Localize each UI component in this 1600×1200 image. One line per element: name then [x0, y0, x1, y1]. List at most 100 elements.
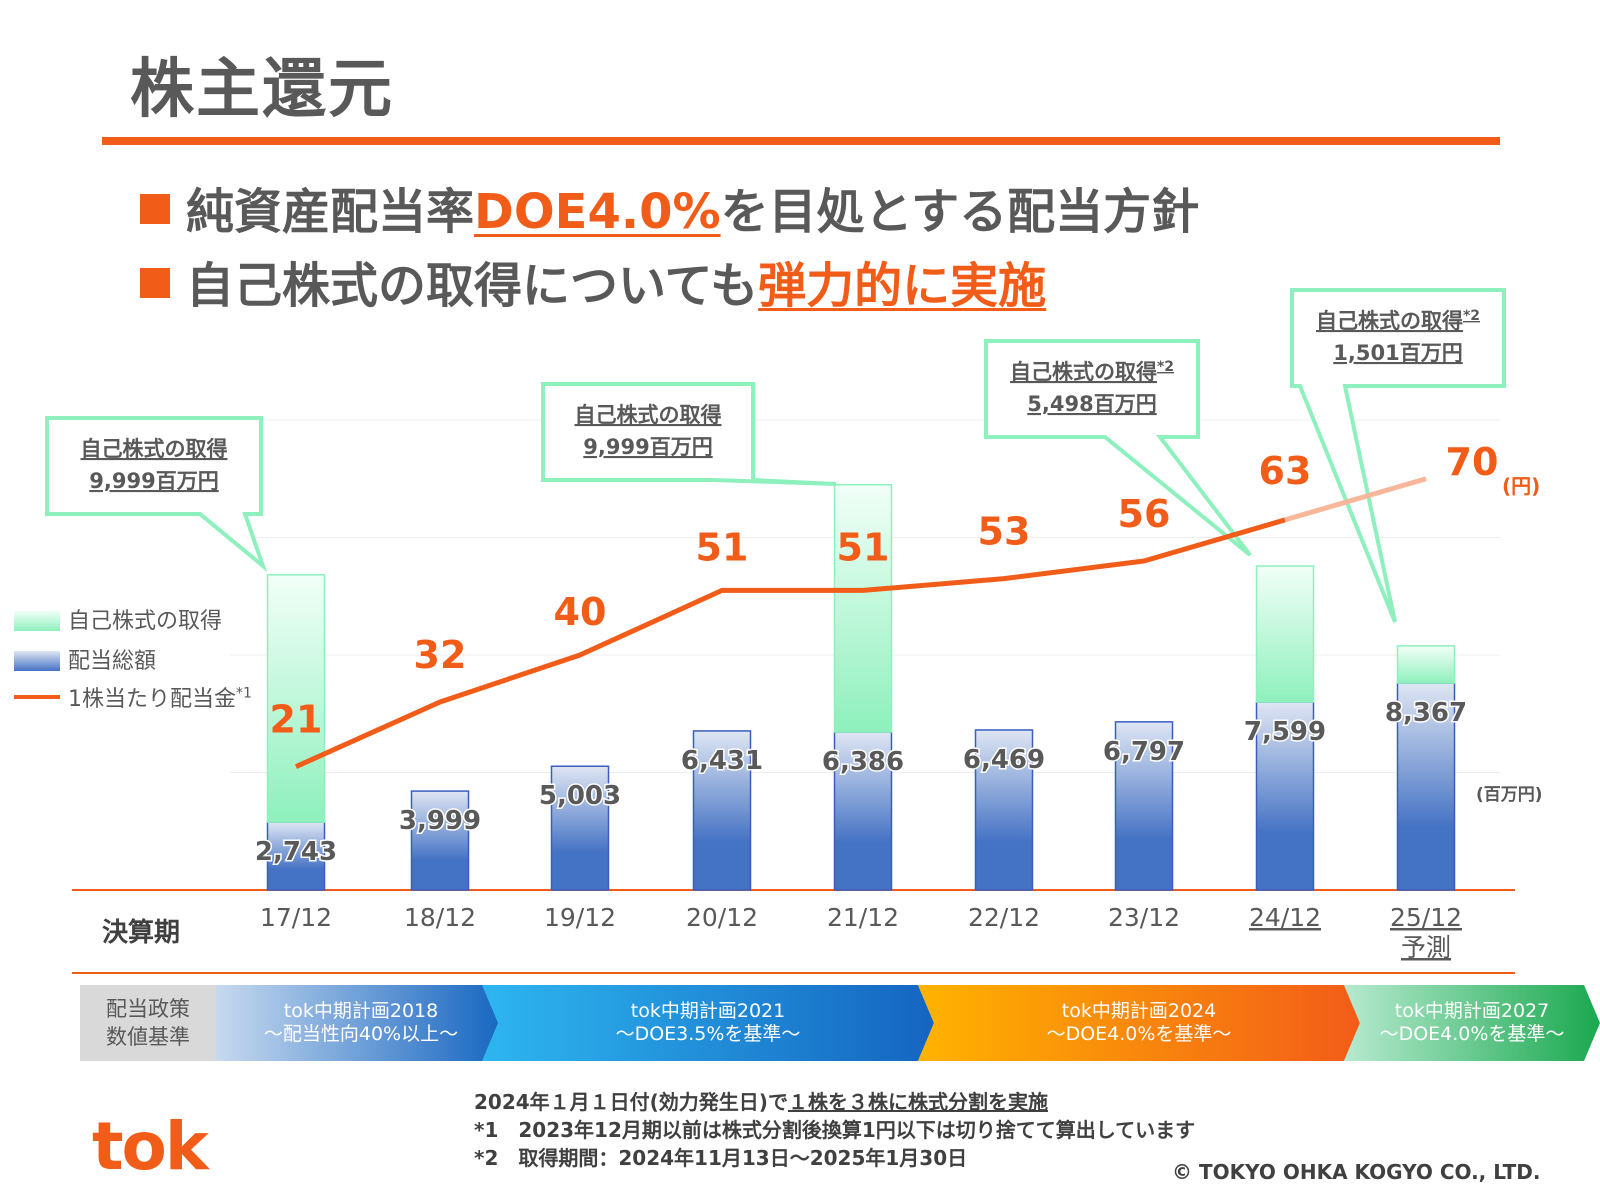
phase-name: tok中期計画2024	[1061, 1000, 1217, 1022]
bar-value-label: 5,003	[539, 781, 621, 811]
policy-phase-2024: tok中期計画2024 ～DOE4.0%を基準～	[918, 985, 1360, 1061]
x-tick-label: 17/12	[260, 903, 332, 932]
footnote-underlined: １株を３株に株式分割を実施	[787, 1090, 1048, 1114]
policy-phase-2021: tok中期計画2021 ～DOE3.5%を基準～	[482, 985, 934, 1061]
legend-note: *1	[236, 685, 252, 702]
bar-buyback	[833, 483, 893, 733]
bar-buyback	[1396, 645, 1456, 684]
dps-value-label: 63	[1259, 449, 1312, 493]
callout-amount: 9,999百万円	[89, 469, 218, 493]
callout-amount: 9,999百万円	[583, 435, 712, 459]
bar-value-label: 2,743	[255, 837, 337, 867]
x-tick-label: 25/12	[1390, 903, 1462, 932]
bar-value-label: 6,469	[963, 745, 1045, 775]
phase-name: tok中期計画2027	[1394, 1000, 1550, 1022]
policy-phase-2018: tok中期計画2018 ～配当性向40%以上～	[216, 985, 506, 1061]
title-rule	[102, 137, 1500, 145]
callout-box	[984, 339, 1252, 557]
bar-value-label: 8,367	[1385, 698, 1467, 728]
footnote-2: *2 取得期間：2024年11月13日～2025年1月30日	[474, 1146, 968, 1170]
bullet-highlight: 弾力的に実施	[758, 258, 1047, 314]
x-tick-label: 19/12	[544, 903, 616, 932]
bar-value-label: 6,797	[1103, 737, 1185, 767]
copyright: © TOKYO OHKA KOGYO CO., LTD.	[1172, 1160, 1541, 1184]
legend-label: 1株当たり配当金	[68, 687, 236, 712]
x-tick-label: 23/12	[1108, 903, 1180, 932]
callout-label: 自己株式の取得	[575, 403, 722, 427]
legend-label: 自己株式の取得	[68, 609, 223, 634]
policy-label-line1: 配当政策	[106, 997, 190, 1021]
bar-dividend-total	[1255, 701, 1315, 891]
page-title: 株主還元	[130, 53, 394, 127]
dps-value-label: 21	[270, 698, 323, 742]
bar-dividend-total	[974, 729, 1034, 891]
policy-label-line2: 数値基準	[106, 1025, 190, 1049]
tok-logo: tok	[92, 1108, 209, 1185]
dps-value-label: 51	[696, 525, 749, 569]
bar-dividend-total	[1396, 682, 1456, 891]
bar-dividend-total	[266, 821, 326, 891]
bar-buyback	[1255, 565, 1315, 703]
callout-amount: 5,498百万円	[1027, 392, 1156, 416]
phase-desc: ～配当性向40%以上～	[263, 1023, 459, 1045]
dps-line-forecast	[1284, 476, 1427, 523]
dps-value-label: 32	[414, 633, 467, 677]
dps-value-label: 70	[1446, 440, 1499, 484]
callout-note: *2	[1157, 359, 1174, 375]
dps-value-label: 51	[837, 525, 890, 569]
dps-value-label: 53	[978, 510, 1031, 554]
dps-value-label: 56	[1118, 492, 1171, 536]
phase-name: tok中期計画2021	[630, 1000, 786, 1022]
dps-value-label: 40	[554, 590, 607, 634]
legend-buyback: 自己株式の取得	[14, 603, 222, 635]
callout-amount: 1,501百万円	[1333, 341, 1462, 365]
x-tick-label: 22/12	[968, 903, 1040, 932]
legend-dividend: 配当総額	[14, 643, 156, 675]
phase-desc: ～DOE3.5%を基準～	[615, 1023, 801, 1045]
dps-unit-label: (円)	[1502, 474, 1540, 498]
bar-dividend-total	[692, 730, 752, 891]
amount-unit-label: (百万円)	[1476, 785, 1543, 805]
x-tick-label: 21/12	[827, 903, 899, 932]
callout-label: 自己株式の取得	[81, 437, 228, 461]
bar-buyback	[266, 574, 326, 823]
bullet-text: 純資産配当率	[186, 184, 475, 240]
phase-desc: ～DOE4.0%を基準～	[1379, 1023, 1565, 1045]
bar-dividend-total	[410, 790, 470, 891]
bullet-doe-policy: 純資産配当率DOE4.0%を目処とする配当方針	[140, 172, 1199, 242]
policy-phase-2027: tok中期計画2027 ～DOE4.0%を基準～	[1344, 985, 1600, 1061]
callout-box	[541, 382, 837, 486]
bar-value-label: 7,599	[1244, 717, 1326, 747]
bullet-square-icon	[140, 268, 170, 298]
legend-swatch-buyback	[14, 611, 60, 631]
footnotes: 2024年１月１日付(効力発生日)で１株を３株に株式分割を実施 *1 2023年…	[474, 1088, 1195, 1172]
bullet-text: 自己株式の取得についても	[186, 258, 759, 314]
bar-dividend-total	[550, 765, 610, 891]
callout-label: 自己株式の取得*2	[1316, 308, 1480, 333]
callout-note: *2	[1463, 308, 1480, 324]
legend-swatch-dps	[14, 695, 60, 699]
bullet-buyback-policy: 自己株式の取得についても弾力的に実施	[140, 246, 1046, 316]
legend-dps: 1株当たり配当金*1	[14, 681, 252, 713]
x-axis-title: 決算期	[102, 918, 181, 948]
bar-dividend-total	[833, 731, 893, 891]
x-tick-forecast-label: 予測	[1401, 933, 1451, 962]
x-tick-label: 18/12	[404, 903, 476, 932]
callout-label: 自己株式の取得*2	[1010, 359, 1174, 384]
bullet-text: を目処とする配当方針	[720, 184, 1200, 240]
footnote-split: 2024年１月１日付(効力発生日)で１株を３株に株式分割を実施	[474, 1088, 1195, 1116]
phase-desc: ～DOE4.0%を基準～	[1046, 1023, 1232, 1045]
bullet-highlight: DOE4.0%	[474, 184, 721, 240]
dps-line	[294, 517, 1286, 769]
policy-label: 配当政策 数値基準	[80, 985, 216, 1061]
x-tick-label: 24/12	[1249, 903, 1321, 932]
x-tick-label: 20/12	[686, 903, 758, 932]
bar-value-label: 6,431	[681, 746, 763, 776]
bar-value-label: 3,999	[399, 806, 481, 836]
callout-box	[45, 416, 268, 573]
callout-box	[1290, 288, 1506, 623]
legend-label: 配当総額	[68, 649, 157, 674]
bar-value-label: 6,386	[822, 747, 904, 777]
footnote-1: *1 2023年12月期以前は株式分割後換算1円以下は切り捨てて算出しています	[474, 1118, 1196, 1142]
